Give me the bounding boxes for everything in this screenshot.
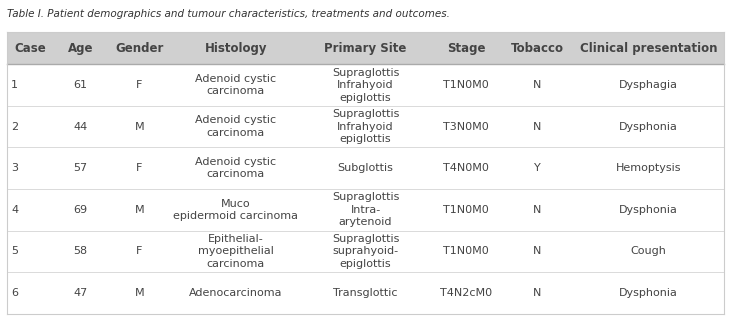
- Text: N: N: [533, 288, 542, 298]
- Text: 4: 4: [11, 205, 18, 215]
- Text: 69: 69: [74, 205, 88, 215]
- Text: T1N0M0: T1N0M0: [443, 246, 489, 256]
- Text: T4N0M0: T4N0M0: [443, 163, 489, 173]
- Text: Primary Site: Primary Site: [325, 42, 406, 55]
- Text: 47: 47: [74, 288, 88, 298]
- Text: Adenoid cystic
carcinoma: Adenoid cystic carcinoma: [195, 116, 276, 138]
- Text: 57: 57: [74, 163, 88, 173]
- Text: N: N: [533, 80, 542, 90]
- Text: Adenocarcinoma: Adenocarcinoma: [189, 288, 282, 298]
- Text: Cough: Cough: [630, 246, 666, 256]
- Text: Epithelial-
myoepithelial
carcinoma: Epithelial- myoepithelial carcinoma: [197, 234, 273, 269]
- Text: Gender: Gender: [115, 42, 164, 55]
- Text: Dysphonia: Dysphonia: [619, 288, 678, 298]
- Text: M: M: [135, 205, 144, 215]
- Text: Muco
epidermoid carcinoma: Muco epidermoid carcinoma: [173, 198, 298, 221]
- Text: 2: 2: [11, 122, 18, 132]
- Text: T3N0M0: T3N0M0: [443, 122, 489, 132]
- Text: Hemoptysis: Hemoptysis: [616, 163, 681, 173]
- Text: M: M: [135, 122, 144, 132]
- Text: 6: 6: [11, 288, 18, 298]
- Text: F: F: [136, 163, 143, 173]
- Text: M: M: [135, 288, 144, 298]
- Text: F: F: [136, 246, 143, 256]
- Text: Adenoid cystic
carcinoma: Adenoid cystic carcinoma: [195, 157, 276, 180]
- Text: Tobacco: Tobacco: [511, 42, 564, 55]
- Text: F: F: [136, 80, 143, 90]
- Text: N: N: [533, 246, 542, 256]
- Text: Dysphonia: Dysphonia: [619, 122, 678, 132]
- Text: Supraglottis
Infrahyoid
epiglottis: Supraglottis Infrahyoid epiglottis: [332, 109, 399, 144]
- Text: 3: 3: [11, 163, 18, 173]
- Text: Dysphonia: Dysphonia: [619, 205, 678, 215]
- Text: Stage: Stage: [447, 42, 485, 55]
- Text: Supraglottis
Intra-
arytenoid: Supraglottis Intra- arytenoid: [332, 192, 399, 227]
- Text: Table I. Patient demographics and tumour characteristics, treatments and outcome: Table I. Patient demographics and tumour…: [7, 9, 450, 19]
- Text: N: N: [533, 205, 542, 215]
- Text: Dysphagia: Dysphagia: [618, 80, 678, 90]
- Text: 61: 61: [74, 80, 88, 90]
- Text: 58: 58: [74, 246, 88, 256]
- Text: Adenoid cystic
carcinoma: Adenoid cystic carcinoma: [195, 74, 276, 96]
- Text: N: N: [533, 122, 542, 132]
- Text: Supraglottis
suprahyoid-
epiglottis: Supraglottis suprahyoid- epiglottis: [332, 234, 399, 269]
- Text: Age: Age: [68, 42, 94, 55]
- Text: 5: 5: [11, 246, 18, 256]
- Text: Clinical presentation: Clinical presentation: [580, 42, 717, 55]
- Text: T1N0M0: T1N0M0: [443, 80, 489, 90]
- Bar: [7, 32, 724, 64]
- Text: Subglottis: Subglottis: [338, 163, 393, 173]
- Text: 44: 44: [74, 122, 88, 132]
- Text: Y: Y: [534, 163, 541, 173]
- Text: Supraglottis
Infrahyoid
epiglottis: Supraglottis Infrahyoid epiglottis: [332, 68, 399, 102]
- Text: Histology: Histology: [205, 42, 267, 55]
- Text: Case: Case: [15, 42, 46, 55]
- Text: T1N0M0: T1N0M0: [443, 205, 489, 215]
- Text: T4N2cM0: T4N2cM0: [440, 288, 492, 298]
- Text: 1: 1: [11, 80, 18, 90]
- Text: Transglottic: Transglottic: [333, 288, 398, 298]
